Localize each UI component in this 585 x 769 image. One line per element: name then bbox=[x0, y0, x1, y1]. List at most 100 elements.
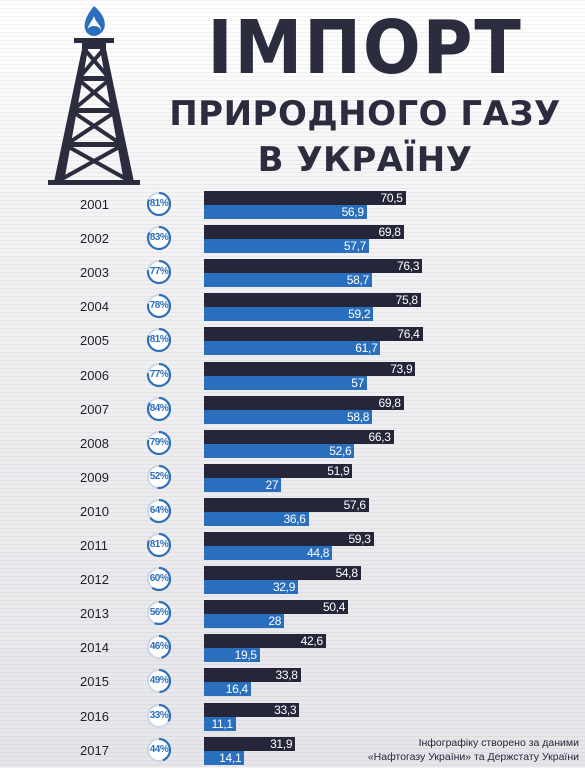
bar-import-label: 58,7 bbox=[346, 273, 369, 288]
share-ring-arc bbox=[146, 669, 172, 694]
bar-import: 57,7 bbox=[204, 239, 370, 254]
share-label: 46% bbox=[149, 641, 169, 653]
share-ring-arc bbox=[146, 362, 172, 387]
share-ring-arc bbox=[146, 635, 172, 660]
bar-total: 50,4 bbox=[204, 600, 349, 615]
share-ring-arc bbox=[146, 260, 172, 285]
bar-total-label: 31,9 bbox=[270, 736, 293, 751]
bar-import-label: 14,1 bbox=[219, 750, 242, 765]
bar-total: 54,8 bbox=[204, 566, 361, 581]
bar-import: 32,9 bbox=[204, 580, 299, 595]
bar-total-label: 59,3 bbox=[348, 532, 371, 546]
chart-row: 2010 64% 57,6 36,6 bbox=[0, 496, 585, 530]
bar-import-label: 28 bbox=[268, 614, 282, 629]
share-label: 44% bbox=[149, 743, 169, 755]
share-label: 81% bbox=[149, 334, 169, 346]
bar-total: 69,8 bbox=[204, 395, 404, 410]
share-ring bbox=[146, 396, 172, 421]
bar-import: 36,6 bbox=[204, 511, 309, 526]
share-ring-arc bbox=[146, 498, 172, 523]
share-ring bbox=[146, 532, 172, 558]
share-ring bbox=[146, 566, 172, 592]
bar-total: 66,3 bbox=[204, 429, 394, 444]
bar-import-label: 58,8 bbox=[347, 409, 370, 424]
header: ІМПОРТ ПРИРОДНОГО ГАЗУ В УКРАЇНУ bbox=[0, 0, 585, 190]
share-ring-arc bbox=[146, 294, 172, 319]
chart-row: 2007 84% 69,8 58,8 bbox=[0, 394, 585, 428]
bar-total-label: 57,6 bbox=[343, 497, 366, 512]
bar-import: 56,9 bbox=[204, 205, 367, 219]
bar-total-label: 69,8 bbox=[378, 225, 401, 240]
bar-import-label: 16,4 bbox=[225, 682, 248, 697]
bar-total-label: 70,5 bbox=[380, 191, 403, 205]
year-label: 2002 bbox=[80, 231, 109, 247]
share-label: 52% bbox=[149, 470, 169, 482]
bar-total: 33,3 bbox=[204, 702, 300, 717]
bar-total: 42,6 bbox=[204, 634, 326, 649]
year-label: 2010 bbox=[80, 503, 109, 519]
share-ring-arc bbox=[146, 328, 172, 353]
year-label: 2003 bbox=[80, 265, 109, 281]
year-label: 2016 bbox=[80, 708, 109, 724]
bar-total: 76,3 bbox=[204, 259, 423, 274]
bar-import: 27 bbox=[204, 477, 282, 492]
bar-import: 59,2 bbox=[204, 307, 374, 322]
bar-import: 19,5 bbox=[204, 648, 260, 663]
chart-row: 2013 56% 50,4 28 bbox=[0, 598, 585, 632]
bar-import-label: 44,8 bbox=[306, 546, 330, 560]
share-ring bbox=[146, 498, 172, 523]
bar-import-label: 27 bbox=[265, 477, 279, 492]
chart-row: 2017 44% 31,9 14,1 bbox=[0, 735, 585, 769]
share-ring bbox=[146, 430, 172, 455]
share-ring-arc bbox=[146, 430, 172, 455]
bar-import: 52,6 bbox=[204, 443, 355, 458]
share-ring bbox=[146, 737, 172, 762]
share-ring-arc bbox=[146, 225, 172, 251]
chart-row: 2005 81% 76,4 61,7 bbox=[0, 325, 585, 359]
share-ring bbox=[146, 294, 172, 319]
share-ring bbox=[146, 601, 172, 626]
bar-total-label: 73,9 bbox=[390, 361, 413, 376]
bar-total-label: 33,3 bbox=[274, 702, 297, 717]
bar-import-label: 57 bbox=[351, 375, 365, 390]
bar-import-label: 11,1 bbox=[211, 716, 233, 731]
bar-total-label: 51,9 bbox=[327, 463, 350, 478]
share-label: 81% bbox=[149, 198, 169, 209]
chart-row: 2015 49% 33,8 16,4 bbox=[0, 666, 585, 700]
bar-import-label: 61,7 bbox=[355, 341, 378, 356]
chart-row: 2008 79% 66,3 52,6 bbox=[0, 428, 585, 462]
share-ring-arc bbox=[146, 191, 172, 217]
share-ring bbox=[146, 669, 172, 694]
year-label: 2015 bbox=[80, 674, 109, 690]
source-note: Інфографіку створено за даними «Нафтогаз… bbox=[368, 736, 579, 764]
bar-total: 33,8 bbox=[204, 668, 301, 683]
chart-row: 2002 83% 69,8 57,7 bbox=[0, 223, 585, 257]
bar-total: 59,3 bbox=[204, 532, 374, 546]
year-label: 2014 bbox=[80, 640, 109, 656]
gas-tower-icon bbox=[48, 6, 140, 185]
bar-import-label: 56,9 bbox=[341, 205, 364, 219]
bar-total-label: 54,8 bbox=[335, 566, 358, 581]
bar-import: 57 bbox=[204, 375, 368, 390]
year-label: 2017 bbox=[80, 742, 109, 758]
share-ring bbox=[146, 260, 172, 285]
share-ring-arc bbox=[146, 464, 172, 489]
share-label: 56% bbox=[149, 607, 169, 619]
share-label: 64% bbox=[149, 504, 169, 516]
share-label: 79% bbox=[149, 436, 169, 448]
bar-import: 61,7 bbox=[204, 341, 381, 356]
share-label: 83% bbox=[149, 232, 169, 244]
year-label: 2012 bbox=[80, 572, 109, 588]
bar-import: 58,7 bbox=[204, 273, 372, 288]
chart-row: 2004 78% 75,8 59,2 bbox=[0, 291, 585, 325]
share-ring-arc bbox=[146, 601, 172, 626]
bar-total: 69,8 bbox=[204, 225, 404, 240]
bar-import-label: 19,5 bbox=[234, 648, 257, 663]
chart-row: 2016 33% 33,3 11,1 bbox=[0, 701, 585, 735]
share-ring bbox=[146, 191, 172, 217]
year-label: 2001 bbox=[80, 197, 109, 212]
share-label: 49% bbox=[149, 675, 169, 687]
bar-import: 44,8 bbox=[204, 546, 333, 560]
chart-row: 2003 77% 76,3 58,7 bbox=[0, 257, 585, 291]
chart-row: 2011 81% 59,3 44,8 bbox=[0, 530, 585, 564]
